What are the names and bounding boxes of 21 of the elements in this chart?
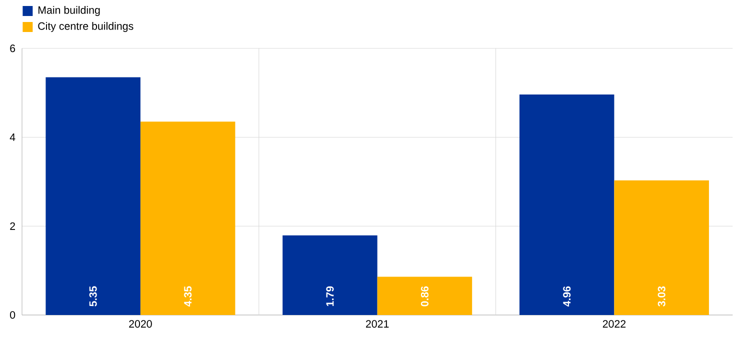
data-label: 4.96 bbox=[563, 286, 571, 307]
y-tick-label: 6 bbox=[10, 44, 16, 52]
x-tick-label: 2021 bbox=[366, 320, 389, 328]
bar bbox=[46, 77, 140, 315]
bar bbox=[282, 235, 378, 315]
bar bbox=[519, 94, 614, 315]
bar bbox=[377, 276, 472, 315]
y-tick-label: 4 bbox=[10, 134, 16, 141]
x-tick-label: 2020 bbox=[129, 320, 152, 328]
x-tick-label: 2022 bbox=[602, 320, 626, 328]
data-label: 5.35 bbox=[89, 286, 97, 306]
bar bbox=[614, 180, 709, 315]
data-label: 0.86 bbox=[420, 286, 428, 306]
data-label: 3.03 bbox=[658, 286, 666, 306]
legend-label: City centre buildings bbox=[38, 22, 134, 32]
bar bbox=[140, 122, 236, 315]
legend-label: Main building bbox=[38, 6, 100, 16]
data-label: 4.35 bbox=[184, 286, 192, 307]
data-label: 1.79 bbox=[326, 286, 334, 306]
y-tick-label: 2 bbox=[10, 222, 15, 230]
y-tick-label: 0 bbox=[10, 311, 16, 319]
